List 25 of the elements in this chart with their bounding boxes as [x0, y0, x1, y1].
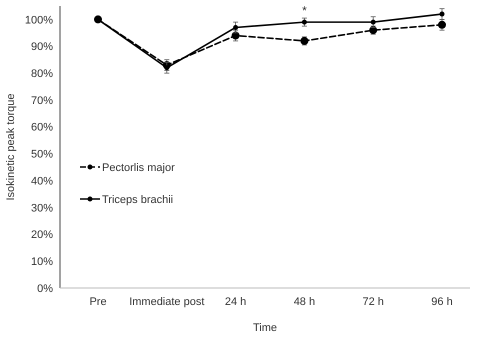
- x-tick-label: 96 h: [431, 296, 453, 308]
- x-tick-label: Immediate post: [129, 296, 204, 308]
- y-tick-label: 60%: [30, 122, 54, 134]
- annotation: *: [302, 3, 308, 18]
- legend-label: Triceps brachii: [102, 194, 174, 206]
- x-tick-label: Pre: [89, 296, 107, 308]
- point: [370, 20, 376, 25]
- x-tick-label: 72 h: [362, 296, 384, 308]
- y-axis-title: Isokinetic peak torque: [5, 93, 17, 201]
- x-axis-title: Time: [252, 322, 278, 334]
- point: [440, 12, 444, 17]
- y-tick-label: 0%: [37, 282, 54, 295]
- y-tick-label: 40%: [30, 175, 54, 188]
- legend-label: Pectorlis major: [102, 162, 176, 174]
- y-tick-label: 50%: [30, 148, 54, 161]
- point: [302, 20, 307, 25]
- y-tick-label: 20%: [30, 229, 54, 242]
- x-tick-label: 48 h: [294, 296, 316, 308]
- y-tick-label: 80%: [30, 68, 54, 80]
- y-tick-label: 30%: [30, 202, 54, 214]
- x-tick-label: 24 h: [224, 296, 246, 308]
- y-tick-label: 100%: [24, 14, 54, 26]
- y-tick-label: 70%: [30, 94, 54, 107]
- y-tick-label: 90%: [30, 41, 54, 54]
- y-tick-label: 10%: [30, 256, 54, 268]
